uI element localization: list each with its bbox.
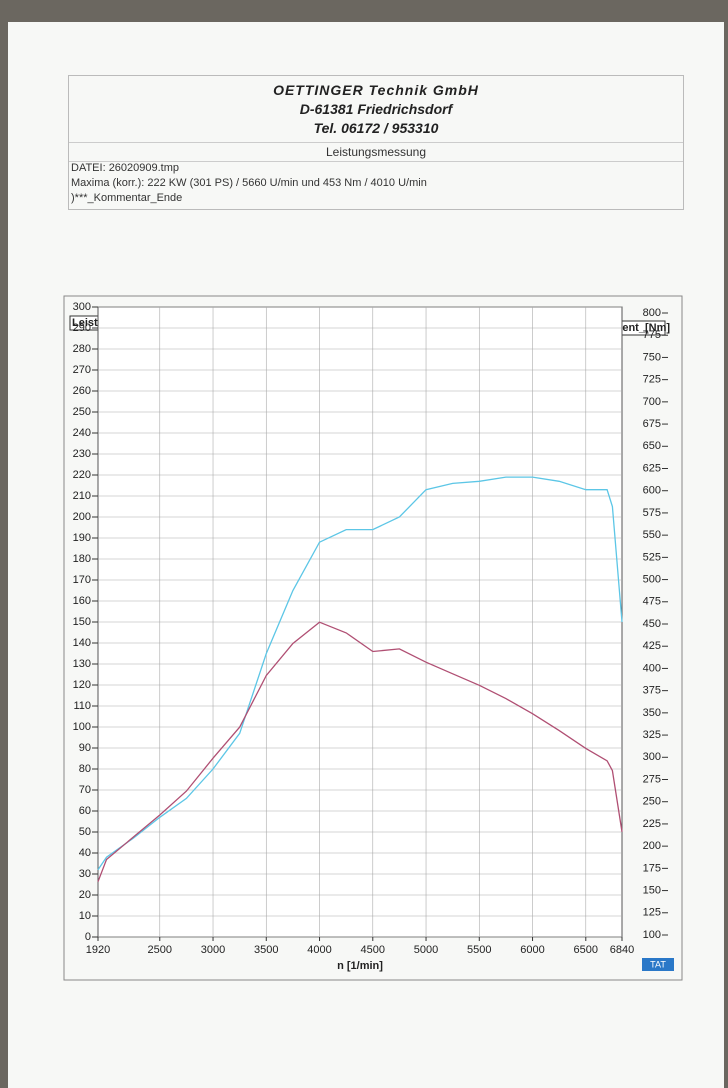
y-tick-label: 300: [73, 301, 91, 313]
y-tick-label: 50: [79, 826, 91, 838]
y2-tick-label: 275: [643, 773, 661, 785]
x-tick-label: 1920: [86, 944, 110, 956]
y-tick-label: 230: [73, 448, 91, 460]
x-tick-label: 3000: [201, 944, 225, 956]
chart-frame: [63, 295, 683, 981]
y-tick-label: 280: [73, 343, 91, 355]
y2-tick-label: 575: [643, 507, 661, 519]
y-tick-label: 170: [73, 574, 91, 586]
y2-tick-label: 550: [643, 529, 661, 541]
x-tick-label: 2500: [148, 944, 172, 956]
y-tick-label: 130: [73, 658, 91, 670]
y-tick-label: 270: [73, 364, 91, 376]
maxima: Maxima (korr.): 222 KW (301 PS) / 5660 U…: [71, 177, 427, 189]
y-tick-label: 160: [73, 595, 91, 607]
y-tick-label: 240: [73, 427, 91, 439]
x-tick-label: 4500: [361, 944, 385, 956]
x-tick-label: 6000: [520, 944, 544, 956]
y2-tick-label: 150: [643, 884, 661, 896]
y-tick-label: 60: [79, 805, 91, 817]
y-tick-label: 20: [79, 889, 91, 901]
y-tick-label: 200: [73, 511, 91, 523]
y2-tick-label: 325: [643, 729, 661, 741]
y2-tick-label: 450: [643, 618, 661, 630]
x-tick-label: 6500: [574, 944, 598, 956]
y2-tick-label: 225: [643, 818, 661, 830]
y-tick-label: 180: [73, 553, 91, 565]
y2-tick-label: 600: [643, 485, 661, 497]
header: OETTINGER Technik GmbH D-61381 Friedrich…: [68, 75, 684, 210]
y-tick-label: 290: [73, 322, 91, 334]
y-tick-label: 0: [85, 931, 91, 943]
y-tick-label: 120: [73, 679, 91, 691]
y2-tick-label: 700: [643, 396, 661, 408]
y-tick-label: 110: [73, 700, 91, 712]
x-tick-label: 6840: [610, 944, 634, 956]
x-axis-label: n [1/min]: [337, 960, 383, 972]
file: DATEI: 26020909.tmp: [71, 162, 180, 174]
y-tick-label: 190: [73, 532, 91, 544]
y2-tick-label: 525: [643, 551, 661, 563]
x-tick-label: 4000: [307, 944, 331, 956]
y2-tick-label: 100: [643, 929, 661, 941]
y-tick-label: 140: [73, 637, 91, 649]
y2-tick-label: 250: [643, 796, 661, 808]
y2-tick-label: 350: [643, 707, 661, 719]
y2-tick-label: 200: [643, 840, 661, 852]
y2-tick-label: 125: [643, 907, 661, 919]
y2-tick-label: 400: [643, 662, 661, 674]
y2-tick-label: 375: [643, 685, 661, 697]
comment: )***_Kommentar_Ende: [71, 192, 183, 204]
y2-tick-label: 775: [643, 329, 661, 341]
y-tick-label: 220: [73, 469, 91, 481]
y2-tick-label: 750: [643, 351, 661, 363]
y2-tick-label: 475: [643, 596, 661, 608]
logo: [642, 958, 674, 971]
y-tick-label: 80: [79, 763, 91, 775]
line: [97, 621, 623, 882]
y-tick-label: 250: [73, 406, 91, 418]
y2-tick-label: 675: [643, 418, 661, 430]
y2-tick-label: 500: [643, 573, 661, 585]
y2-tick-label: 800: [643, 307, 661, 319]
y-tick-label: 30: [79, 868, 91, 880]
y2-tick-label: 625: [643, 462, 661, 474]
line: [97, 476, 623, 871]
phone: Tel. 06172 / 953310: [313, 120, 439, 136]
logo-text: TAT: [650, 959, 666, 969]
y-tick-label: 100: [73, 721, 91, 733]
y2-tick-label: 175: [643, 862, 661, 874]
y2-tick-label: 425: [643, 640, 661, 652]
company: OETTINGER Technik GmbH: [273, 82, 479, 98]
y-tick-label: 150: [73, 616, 91, 628]
y-tick-label: 40: [79, 847, 91, 859]
x-tick-label: 3500: [254, 944, 278, 956]
y-tick-label: 90: [79, 742, 91, 754]
y2-tick-label: 300: [643, 751, 661, 763]
y-tick-label: 260: [73, 385, 91, 397]
y-tick-label: 70: [79, 784, 91, 796]
y2-tick-label: 725: [643, 374, 661, 386]
y-tick-label: 210: [73, 490, 91, 502]
address: D-61381 Friedrichsdorf: [299, 101, 453, 117]
subtitle: Leistungsmessung: [69, 142, 683, 162]
y2-tick-label: 650: [643, 440, 661, 452]
x-tick-label: 5000: [414, 944, 438, 956]
x-tick-label: 5500: [467, 944, 491, 956]
y-tick-label: 10: [79, 910, 91, 922]
